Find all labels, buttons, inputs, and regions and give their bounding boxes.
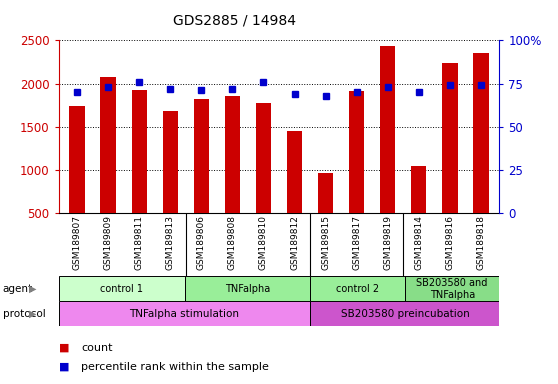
Text: GSM189809: GSM189809 bbox=[104, 215, 113, 270]
Bar bbox=[162, 111, 178, 257]
Text: GDS2885 / 14984: GDS2885 / 14984 bbox=[173, 13, 296, 27]
Text: SB203580 and
TNFalpha: SB203580 and TNFalpha bbox=[416, 278, 488, 300]
Text: GSM189806: GSM189806 bbox=[197, 215, 206, 270]
Bar bbox=[380, 46, 396, 257]
Text: GSM189818: GSM189818 bbox=[477, 215, 485, 270]
Bar bbox=[225, 96, 240, 257]
Text: TNFalpha: TNFalpha bbox=[225, 284, 270, 294]
Text: GSM189808: GSM189808 bbox=[228, 215, 237, 270]
Bar bbox=[185, 276, 310, 301]
Text: ▶: ▶ bbox=[29, 309, 36, 319]
Text: GSM189817: GSM189817 bbox=[352, 215, 361, 270]
Bar bbox=[132, 89, 147, 257]
Text: GSM189816: GSM189816 bbox=[445, 215, 454, 270]
Bar bbox=[411, 167, 426, 257]
Bar bbox=[310, 301, 499, 326]
Text: protocol: protocol bbox=[3, 309, 46, 319]
Bar bbox=[310, 276, 405, 301]
Text: ■: ■ bbox=[59, 343, 69, 353]
Text: GSM189814: GSM189814 bbox=[414, 215, 423, 270]
Text: GSM189811: GSM189811 bbox=[135, 215, 144, 270]
Bar bbox=[318, 174, 333, 257]
Bar bbox=[256, 103, 271, 257]
Text: GSM189815: GSM189815 bbox=[321, 215, 330, 270]
Text: control 2: control 2 bbox=[336, 284, 379, 294]
Bar bbox=[287, 131, 302, 257]
Text: GSM189812: GSM189812 bbox=[290, 215, 299, 270]
Bar bbox=[349, 91, 364, 257]
Bar bbox=[194, 99, 209, 257]
Text: GSM189807: GSM189807 bbox=[73, 215, 81, 270]
Bar bbox=[59, 276, 185, 301]
Text: GSM189813: GSM189813 bbox=[166, 215, 175, 270]
Text: control 1: control 1 bbox=[100, 284, 143, 294]
Bar bbox=[100, 77, 116, 257]
Text: agent: agent bbox=[3, 284, 33, 294]
Bar bbox=[473, 53, 489, 257]
Bar bbox=[59, 301, 310, 326]
Text: SB203580 preincubation: SB203580 preincubation bbox=[340, 309, 469, 319]
Text: count: count bbox=[81, 343, 112, 353]
Text: ■: ■ bbox=[59, 362, 69, 372]
Text: GSM189810: GSM189810 bbox=[259, 215, 268, 270]
Text: GSM189819: GSM189819 bbox=[383, 215, 392, 270]
Text: ▶: ▶ bbox=[29, 284, 36, 294]
Bar bbox=[442, 63, 458, 257]
Bar bbox=[69, 106, 85, 257]
Bar bbox=[405, 276, 499, 301]
Text: TNFalpha stimulation: TNFalpha stimulation bbox=[129, 309, 239, 319]
Text: percentile rank within the sample: percentile rank within the sample bbox=[81, 362, 269, 372]
